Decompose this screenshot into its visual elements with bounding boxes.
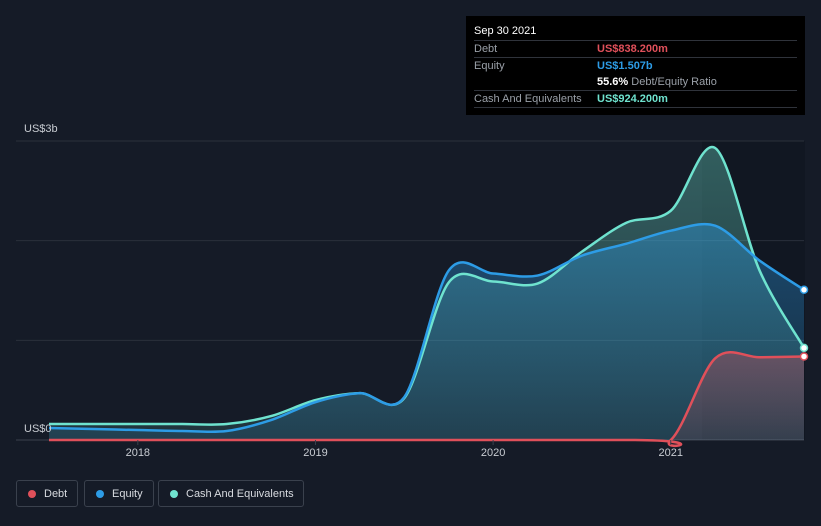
legend-debt-label: Debt [44, 487, 68, 500]
debt-line [49, 350, 805, 448]
tooltip-equity-row: Equity US$1.507b [474, 57, 797, 74]
tooltip-debt-row: Debt US$838.200m [474, 40, 797, 57]
legend-cash-label: Cash And Equivalents [186, 487, 294, 500]
debt-legend-dot [28, 489, 36, 498]
x-tick-label: 2019 [303, 447, 327, 459]
x-tick-label: 2018 [126, 447, 150, 459]
tooltip-ratio-value: 55.6% [597, 76, 629, 88]
tooltip-debt-value: US$838.200m [597, 43, 668, 55]
tooltip-panel: Sep 30 2021 Debt US$838.200m Equity US$1… [466, 16, 805, 115]
equity-line [48, 222, 805, 434]
tooltip-equity-label: Equity [474, 60, 505, 72]
y-axis-top-label: US$3b [24, 123, 58, 135]
tooltip-cash-label: Cash And Equivalents [474, 93, 582, 105]
cash-and-equivalents-endpoint[interactable] [799, 343, 809, 353]
x-tick-label: 2020 [481, 447, 505, 459]
tooltip-equity-value: US$1.507b [597, 60, 653, 72]
debt-area [49, 352, 804, 446]
y-axis-bottom-label: US$0 [24, 423, 52, 435]
cash-and-equivalents-line [49, 145, 806, 426]
tooltip-cash-value: US$924.200m [597, 93, 668, 105]
equity-legend-dot [96, 489, 104, 498]
tooltip-ratio-row: 55.6% Debt/Equity Ratio [474, 74, 797, 90]
legend-equity[interactable]: Equity [84, 480, 154, 507]
tooltip-debt-label: Debt [474, 43, 498, 55]
x-tick-label: 2021 [659, 447, 683, 459]
equity-endpoint[interactable] [799, 285, 809, 295]
debt-endpoint[interactable] [799, 352, 809, 361]
tooltip-ratio-label: Debt/Equity Ratio [631, 76, 717, 88]
equity-area [49, 224, 804, 440]
tooltip-date: Sep 30 2021 [474, 25, 537, 37]
cash-legend-dot [170, 489, 178, 498]
legend-cash[interactable]: Cash And Equivalents [158, 480, 304, 507]
legend-equity-label: Equity [112, 487, 143, 500]
legend-debt[interactable]: Debt [16, 480, 78, 507]
tooltip-cash-row: Cash And Equivalents US$924.200m [474, 90, 797, 108]
